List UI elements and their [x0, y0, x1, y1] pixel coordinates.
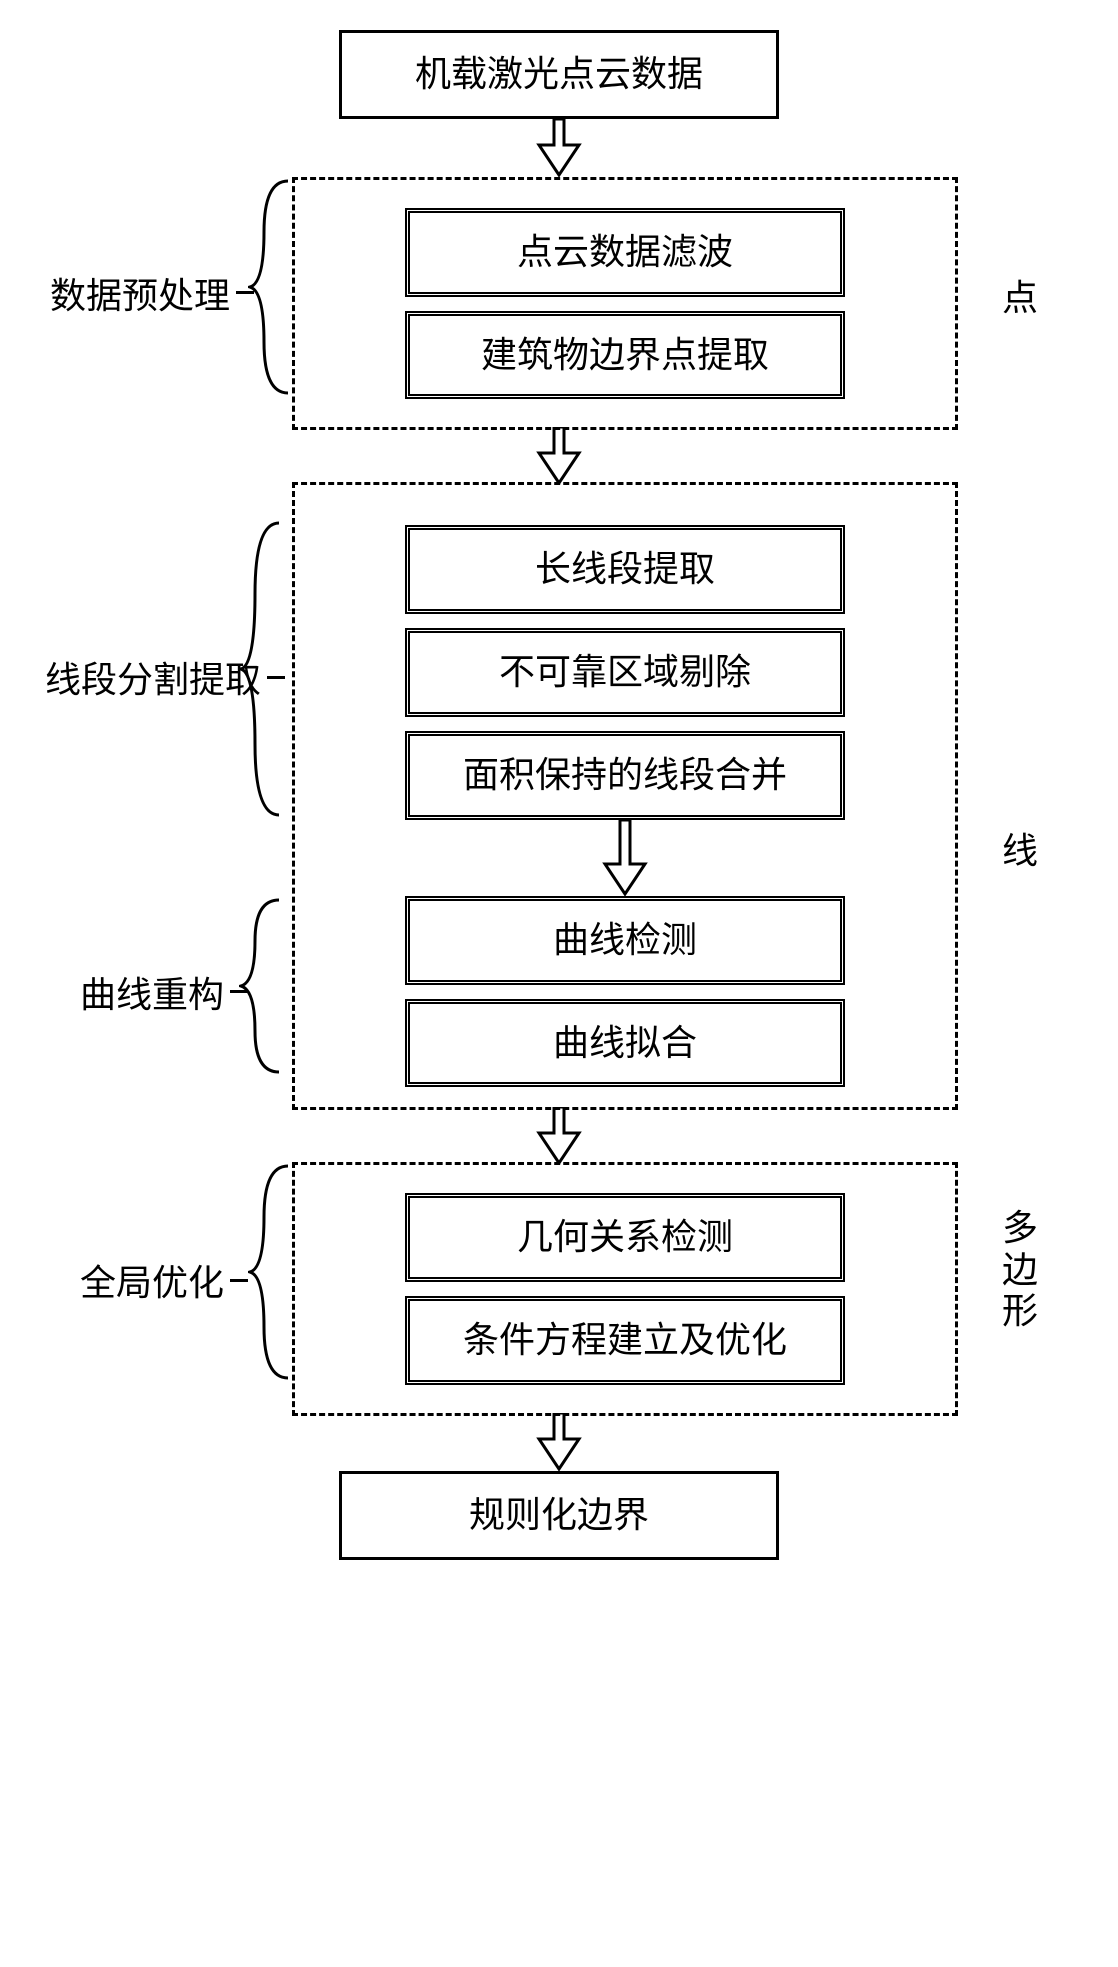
stage-2-right-label: 线: [1002, 822, 1038, 874]
stage-2a-subbox-3: 面积保持的线段合并: [405, 731, 845, 820]
stage-3-dashed: 几何关系检测 条件方程建立及优化: [292, 1162, 958, 1416]
stage-1-dashed: 点云数据滤波 建筑物边界点提取: [292, 177, 958, 431]
stage-2b-subbox-1: 曲线检测: [405, 896, 845, 985]
stage-3-subbox-1: 几何关系检测: [405, 1193, 845, 1282]
stage-2a-left-label: 线段分割提取: [45, 651, 285, 703]
stage-3-row: 全局优化 多边形 几何关系检测 条件方程建立及优化: [20, 1162, 1098, 1416]
stage-3-right-label: 多边形: [1002, 1208, 1038, 1332]
start-label: 机载激光点云数据: [415, 54, 703, 94]
stage-3-left-label: 全局优化: [80, 1254, 248, 1306]
stage-2a-subbox-2: 不可靠区域剔除: [405, 628, 845, 717]
stage-2b-subbox-2: 曲线拟合: [405, 999, 845, 1088]
stage-1-subbox-1: 点云数据滤波: [405, 208, 845, 297]
stage-3-subbox-2: 条件方程建立及优化: [405, 1296, 845, 1385]
stage-1-row: 数据预处理 点 点云数据滤波 建筑物边界点提取: [20, 177, 1098, 431]
stage-1-right-label: 点: [1002, 269, 1038, 321]
start-row: 机载激光点云数据: [20, 30, 1098, 177]
brace-icon: [248, 177, 290, 397]
start-box: 机载激光点云数据: [339, 30, 779, 119]
arrow-icon: [529, 1107, 589, 1165]
arrow-icon: [595, 820, 655, 896]
stage-2a-subbox-1: 长线段提取: [405, 525, 845, 614]
arrow-icon: [529, 1413, 589, 1471]
arrow-icon: [529, 119, 589, 177]
stage-2-dashed: 线段分割提取 长线段提取 不可靠区域剔除 面积保持的线段合并: [292, 482, 958, 1110]
brace-icon: [248, 1162, 290, 1382]
flowchart-diagram: 机载激光点云数据 数据预处理 点 点云数据滤波 建: [20, 30, 1098, 1560]
arrow-icon: [529, 427, 589, 485]
stage-1-subbox-2: 建筑物边界点提取: [405, 311, 845, 400]
end-box: 规则化边界: [339, 1471, 779, 1560]
stage-2-row: 线 线段分割提取 长线段提取 不可靠区域剔除: [20, 482, 1098, 1110]
end-label: 规则化边界: [469, 1495, 649, 1535]
stage-1-left-label: 数据预处理: [50, 267, 254, 319]
end-row: 规则化边界: [20, 1471, 1098, 1560]
stage-2b-left-label: 曲线重构: [80, 966, 248, 1018]
